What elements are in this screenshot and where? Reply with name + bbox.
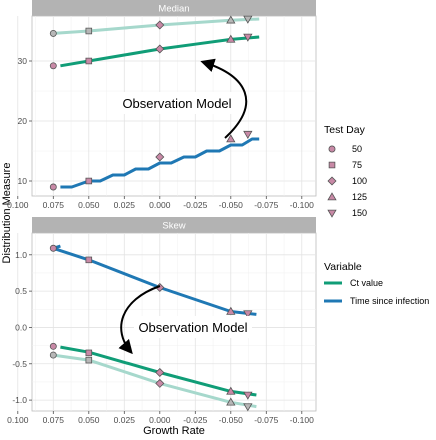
data-point-day-150 <box>243 310 253 319</box>
x-tick-label: 0.075 <box>43 415 65 425</box>
x-tick-label: -0.075 <box>254 200 278 210</box>
y-tick-label: -1.0 <box>12 395 27 405</box>
x-tick-label: -0.100 <box>290 415 314 425</box>
data-point-day-100 <box>155 20 165 30</box>
data-point-day-75 <box>85 177 93 185</box>
x-ticks-skew: 0.100 0.075 0.050 0.025 0.000 -0.025 -0.050 -0.… <box>7 411 314 425</box>
data-point-day-125 <box>226 134 236 143</box>
y-tick-label: -0.5 <box>12 359 27 369</box>
data-point-day-150 <box>243 130 253 139</box>
data-point-day-125 <box>226 306 236 315</box>
data-point-day-100 <box>155 367 165 378</box>
data-point-day-75 <box>85 57 93 65</box>
x-tick-label: -0.050 <box>219 415 243 425</box>
strip-label-skew: Skew <box>162 221 185 232</box>
x-tick-label: -0.025 <box>183 415 207 425</box>
data-point-day-150 <box>243 15 253 24</box>
y-tick-label: 1.0 <box>15 250 27 260</box>
data-point-day-50 <box>49 244 57 252</box>
x-tick-label: -0.025 <box>183 200 207 210</box>
gridlines-median <box>17 16 316 196</box>
x-tick-label: 0.025 <box>114 415 136 425</box>
x-tick-label: 0.000 <box>149 200 171 210</box>
legend-label-time-since-infection: Time since infection <box>350 296 429 306</box>
x-axis-title: Growth Rate <box>143 425 205 437</box>
legend-title-test-day: Test Day <box>324 124 366 136</box>
y-tick-label: 30 <box>18 56 28 66</box>
data-point-day-75 <box>85 356 93 364</box>
x-tick-label: 0.075 <box>43 200 65 210</box>
y-axis-title: Distribution Measure <box>1 163 13 264</box>
y-tick-label: 0.0 <box>15 322 27 332</box>
data-point-day-125 <box>226 34 236 43</box>
data-point-day-50 <box>49 29 57 37</box>
legend-key-day-75 <box>328 161 336 169</box>
legend-label-ct-value: Ct value <box>350 278 383 288</box>
strip-skew <box>32 217 316 233</box>
x-tick-label: -0.075 <box>254 415 278 425</box>
legend-key-day-125 <box>327 192 337 201</box>
data-point-day-150 <box>243 403 253 412</box>
x-ticks-median: 0.100 0.075 0.050 0.025 0.000 -0.025 -0.050 -0.… <box>7 196 314 210</box>
data-point-day-125 <box>226 397 236 406</box>
observation-arrow-median <box>200 58 248 139</box>
data-point-day-50 <box>49 183 57 191</box>
data-point-day-100 <box>155 152 165 162</box>
data-point-day-50 <box>49 62 57 70</box>
legend-label-day-150: 150 <box>352 208 367 218</box>
strip-label-median: Median <box>158 4 189 15</box>
legend-label-day-100: 100 <box>352 176 367 186</box>
data-point-day-125 <box>226 15 236 24</box>
x-tick-label: 0.050 <box>78 200 100 210</box>
x-tick-label: 0.100 <box>7 415 29 425</box>
series-line-time-since-infection <box>60 137 260 189</box>
y-ticks-median: 10 20 30 <box>18 56 32 186</box>
x-tick-label: 0.100 <box>7 200 29 210</box>
data-point-day-75 <box>85 349 93 357</box>
y-tick-label: 0.5 <box>15 286 27 296</box>
data-point-day-75 <box>85 256 93 264</box>
annotation-bg-median <box>118 92 236 114</box>
x-tick-label: -0.050 <box>219 200 243 210</box>
data-point-day-50 <box>49 342 57 350</box>
data-point-day-100 <box>155 44 165 54</box>
legend-title-variable: Variable <box>324 261 362 273</box>
series-points-median <box>49 15 253 191</box>
legend-label-day-50: 50 <box>352 144 362 154</box>
y-tick-label: 20 <box>18 116 28 126</box>
legend-label-day-125: 125 <box>352 192 367 202</box>
series-points-skew <box>49 244 253 412</box>
annotation-median: Observation Model <box>122 96 231 111</box>
data-point-day-100 <box>155 378 165 388</box>
panel-skew: Skew 1.00.50.0-0.5-1.0 0.100 0.075 0.050 0.… <box>7 217 317 425</box>
legend-key-day-50 <box>328 145 336 153</box>
x-tick-label: 0.000 <box>149 415 171 425</box>
x-tick-label: 0.025 <box>114 200 136 210</box>
data-point-day-125 <box>226 386 236 395</box>
data-point-day-150 <box>243 33 253 42</box>
data-point-day-75 <box>85 27 93 35</box>
observation-arrow-skew <box>118 285 161 355</box>
y-ticks-skew: 1.0 0.5 0.0 -0.5 -1.0 <box>12 250 32 405</box>
annotation-skew: Observation Model <box>138 320 247 335</box>
annotation-bg-skew <box>134 316 252 338</box>
y-tick-label: 10 <box>18 176 28 186</box>
data-point-day-50 <box>49 351 57 359</box>
legend-variable: Variable Ct value Time since infection <box>324 261 429 306</box>
legend-key-day-150 <box>327 209 337 218</box>
legend-key-day-100 <box>327 176 337 186</box>
legend-test-day: Test Day 50 75 100 125 150 <box>324 124 367 218</box>
legend-label-day-75: 75 <box>352 160 362 170</box>
data-point-day-150 <box>243 391 253 400</box>
x-tick-label: -0.100 <box>290 200 314 210</box>
strip-median <box>32 0 316 16</box>
panel-median: Median 10 20 30 0.100 0.075 0.050 0.025 0.000 -… <box>7 0 317 210</box>
x-tick-label: 0.050 <box>78 415 100 425</box>
